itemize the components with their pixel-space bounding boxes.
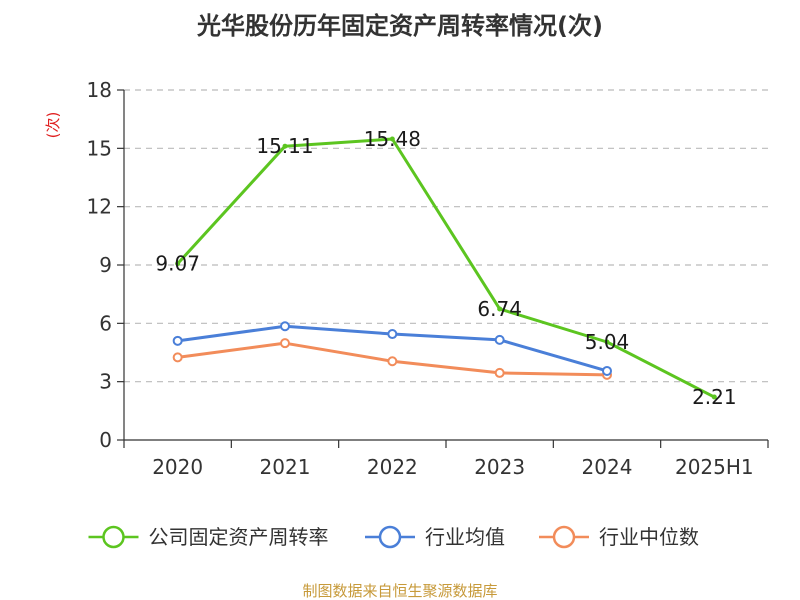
legend-label: 行业中位数 <box>599 525 699 549</box>
legend-item: 公司固定资产周转率 <box>88 525 329 549</box>
y-tick-label: 3 <box>99 370 112 394</box>
data-point <box>494 367 505 378</box>
series-1 <box>172 321 612 376</box>
series-2 <box>172 338 612 380</box>
legend: 公司固定资产周转率 行业均值 行业中位数 <box>88 525 699 549</box>
data-point <box>497 306 503 312</box>
data-point <box>282 143 288 149</box>
data-label: 15.11 <box>256 134 313 158</box>
y-tick-label: 12 <box>87 195 112 219</box>
series-line <box>176 137 716 399</box>
data-point <box>280 321 290 332</box>
source-note: 制图数据来自恒生聚源数据库 <box>302 582 497 600</box>
legend-marker <box>378 525 402 549</box>
y-tick-label: 6 <box>99 311 112 335</box>
data-point <box>172 352 183 363</box>
x-tick-label: 2022 <box>367 455 418 479</box>
legend-label: 行业均值 <box>425 525 505 549</box>
legend-item: 行业均值 <box>365 525 505 549</box>
data-point <box>387 356 398 367</box>
data-label: 9.07 <box>155 252 200 276</box>
y-tick-label: 9 <box>99 253 112 277</box>
data-point <box>494 334 505 345</box>
data-point <box>604 339 610 345</box>
data-point <box>280 338 290 349</box>
y-tick-label: 0 <box>99 428 112 452</box>
data-label: 15.48 <box>364 127 421 151</box>
axes: 0 3 6 9 12 15 18 2020 2021 2022 2023 2024 2025H1 <box>87 78 769 479</box>
y-tick-label: 18 <box>87 78 112 102</box>
data-label: 2.21 <box>692 385 737 409</box>
data-point <box>389 136 395 142</box>
data-point <box>387 329 398 340</box>
grid <box>124 89 768 383</box>
series-layer <box>172 136 717 400</box>
x-tick-label: 2023 <box>474 455 525 479</box>
data-point <box>602 365 612 376</box>
series-0 <box>175 136 717 400</box>
x-tick-label: 2024 <box>582 455 633 479</box>
data-labels: 9.07 15.11 15.48 6.74 5.04 2.21 <box>155 127 736 409</box>
legend-marker <box>102 525 125 549</box>
data-point <box>175 261 181 267</box>
x-tick-label: 2020 <box>152 455 203 479</box>
legend-label: 公司固定资产周转率 <box>149 525 329 549</box>
legend-item: 行业中位数 <box>539 525 699 549</box>
x-tick-label: 2025H1 <box>675 455 754 479</box>
chart-title: 光华股份历年固定资产周转率情况(次) <box>196 12 603 40</box>
legend-marker <box>552 525 576 549</box>
data-point <box>711 394 717 400</box>
data-point <box>172 335 183 346</box>
y-tick-label: 15 <box>87 136 112 160</box>
data-label: 5.04 <box>585 330 630 354</box>
x-tick-label: 2021 <box>260 455 311 479</box>
data-label: 6.74 <box>477 297 522 321</box>
y-axis-label: (次) <box>44 112 62 139</box>
